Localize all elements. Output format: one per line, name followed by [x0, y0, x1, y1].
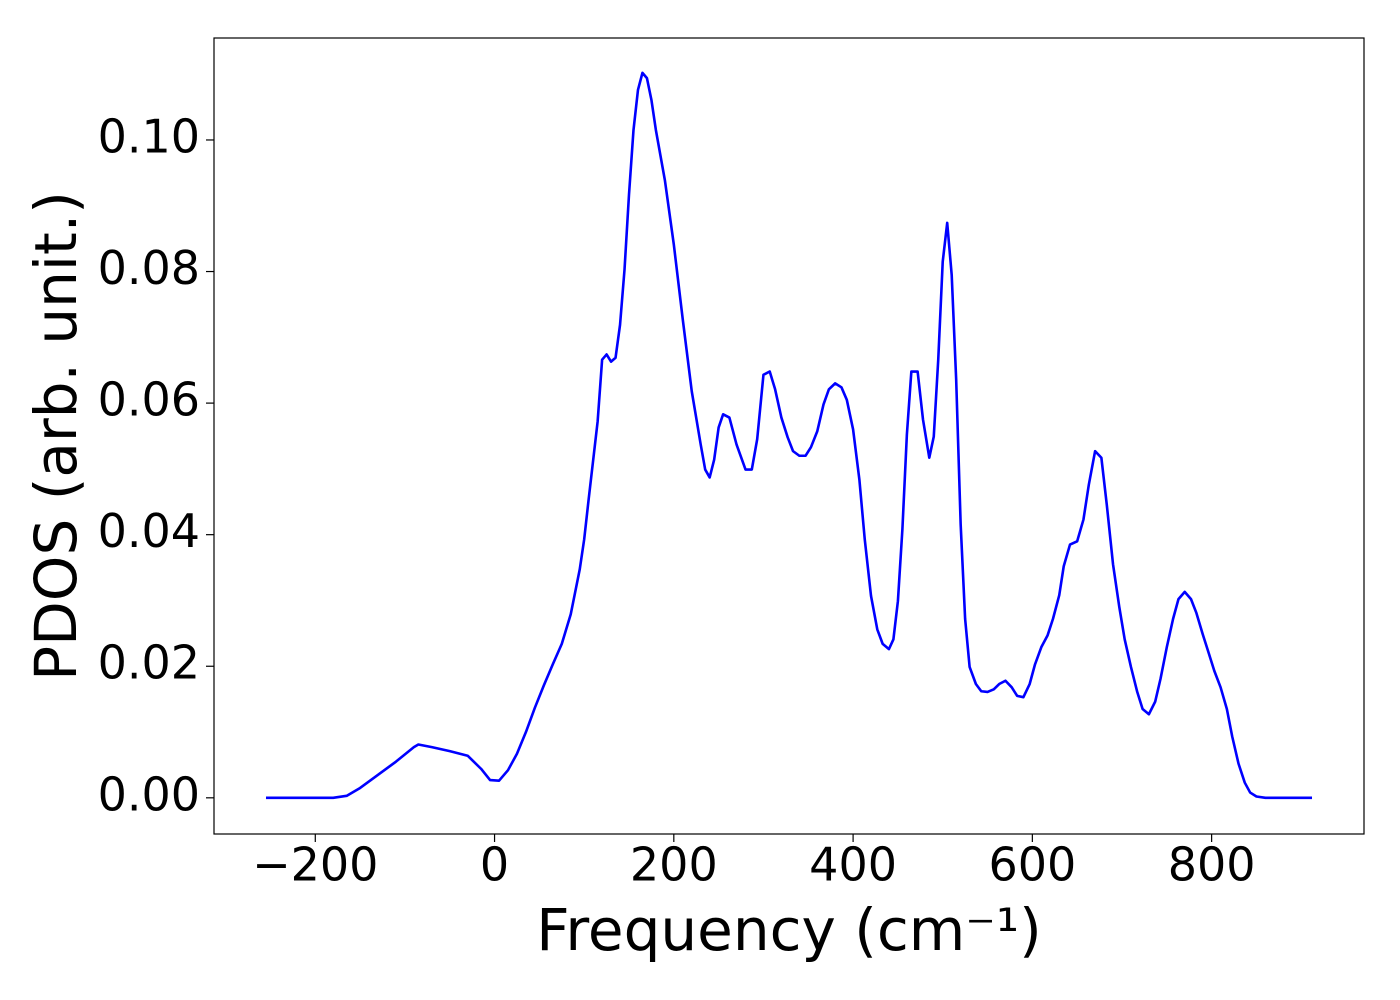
y-tick-label: 0.10 [98, 109, 200, 163]
plot-frame [213, 37, 1365, 835]
y-tick-label: 0.02 [98, 636, 200, 690]
x-tick-label: 200 [630, 838, 718, 892]
x-tick-label: 600 [988, 838, 1076, 892]
x-tick-label: 800 [1168, 838, 1256, 892]
y-axis-label: PDOS (arb. unit.) [22, 191, 90, 681]
x-tick-label: −200 [252, 838, 378, 892]
y-tick-label: 0.00 [98, 767, 200, 821]
y-tick-label: 0.08 [98, 241, 200, 295]
x-tick-label: 0 [480, 838, 509, 892]
y-tick-label: 0.06 [98, 373, 200, 427]
x-axis-label: Frequency (cm⁻¹) [536, 896, 1042, 964]
data-line [265, 71, 1313, 800]
x-tick-label: 400 [809, 838, 897, 892]
y-tick-label: 0.04 [98, 504, 200, 558]
